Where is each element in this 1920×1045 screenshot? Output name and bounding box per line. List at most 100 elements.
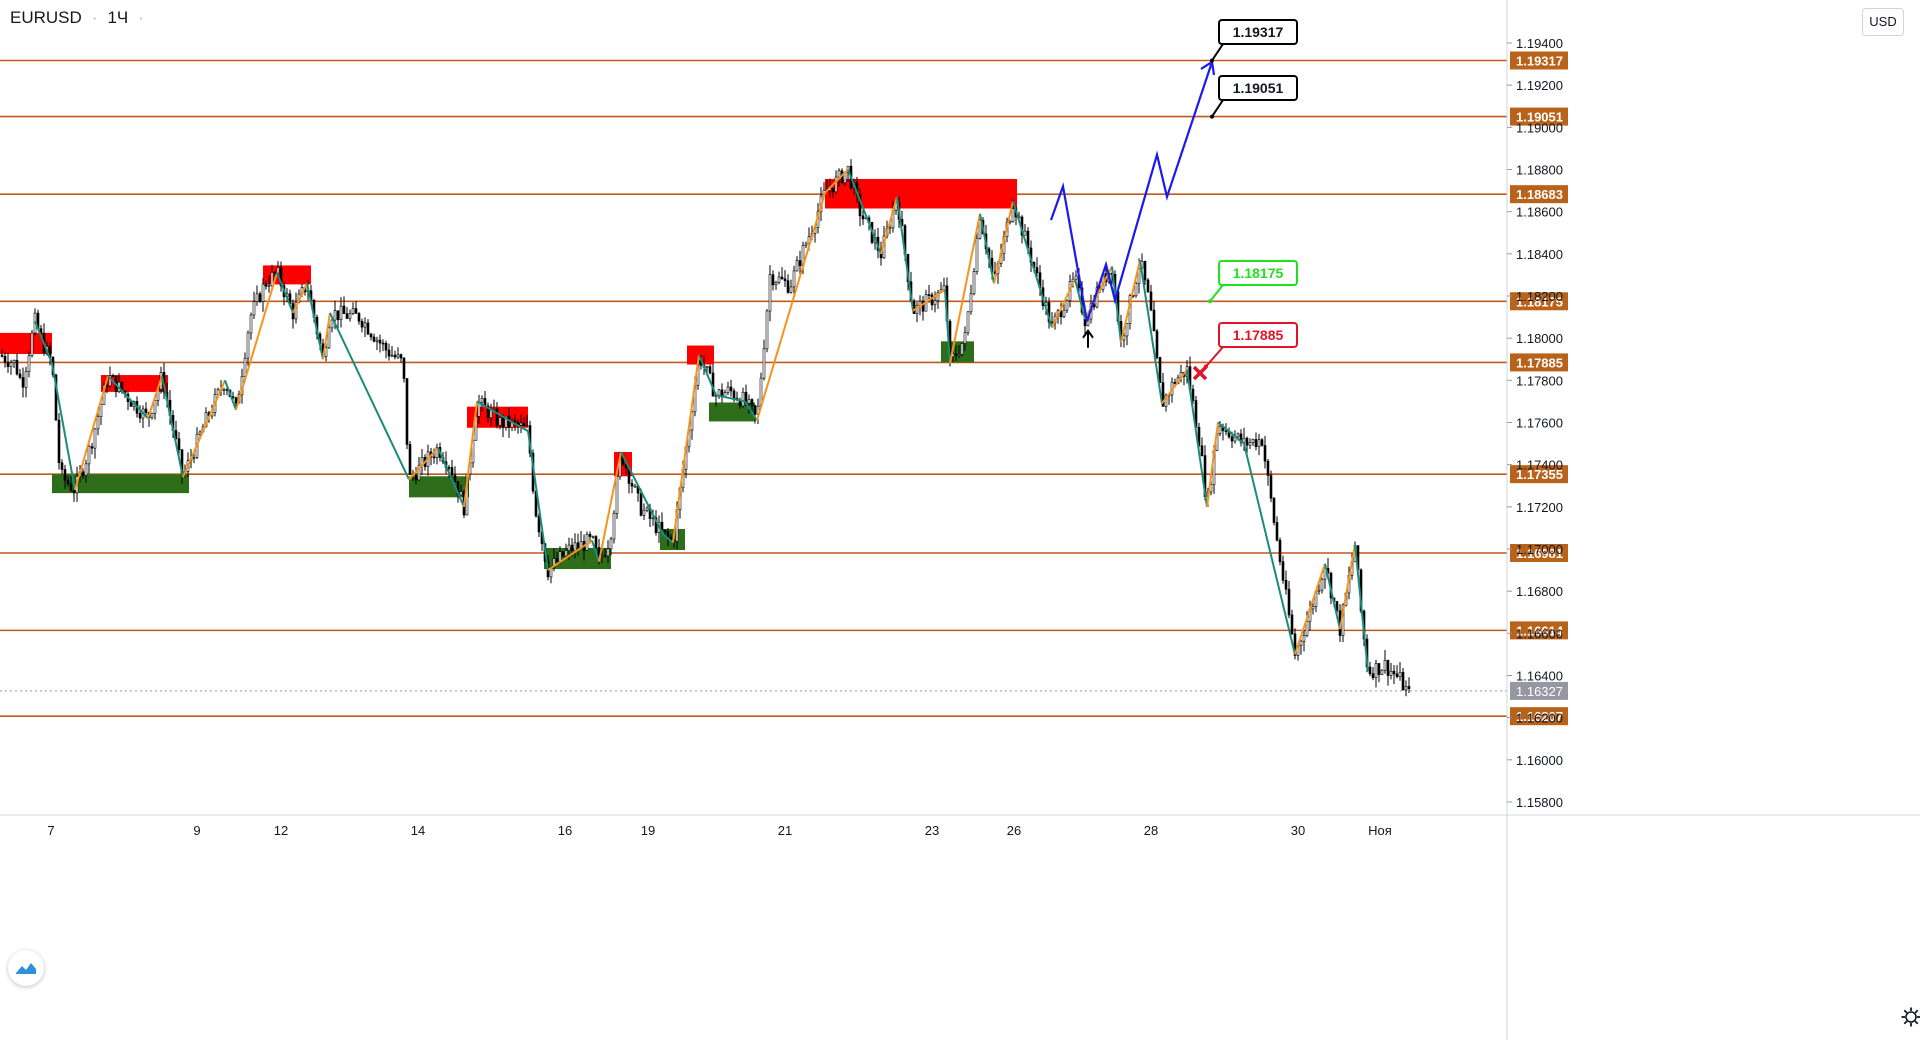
candle-body <box>375 339 379 342</box>
candle-body <box>435 447 439 459</box>
x-tick-label: 19 <box>641 823 655 838</box>
candle-body <box>267 285 271 287</box>
candle-body <box>510 420 514 428</box>
x-mark-stroke <box>1192 365 1208 381</box>
candle-body <box>63 469 67 481</box>
candle-body <box>726 386 730 393</box>
current-price-tag <box>1510 681 1568 700</box>
y-tick-label: 1.17400 <box>1516 458 1563 473</box>
level-price-label: 1.18683 <box>1516 187 1563 202</box>
callout-pointer <box>1205 346 1224 368</box>
zigzag-segment <box>1354 544 1369 672</box>
zigzag-segment <box>715 394 746 403</box>
timeframe-label[interactable]: 1Ч <box>107 8 129 27</box>
zigzag-segment <box>744 400 758 421</box>
callout-pointer <box>1209 284 1224 302</box>
candle-body <box>327 327 331 349</box>
candle-body <box>732 390 736 399</box>
zigzag-segment <box>224 379 237 411</box>
candle-body <box>1143 260 1147 281</box>
candle-body <box>396 354 400 358</box>
level-price-tag <box>1510 185 1568 204</box>
zigzag-segment <box>1139 260 1163 404</box>
zigzag-segment <box>276 272 294 314</box>
candle-body <box>1035 267 1039 273</box>
candle-body <box>414 474 418 481</box>
candle-body <box>837 170 841 178</box>
zigzag-segment <box>896 196 914 311</box>
candle-body <box>645 507 649 511</box>
candle-body <box>1404 686 1408 691</box>
candle-body <box>504 415 508 428</box>
zigzag-segment <box>519 425 529 432</box>
candle-body <box>1320 578 1324 591</box>
candle-body <box>831 188 835 193</box>
zigzag-segment <box>1120 259 1141 343</box>
candle-body <box>1398 672 1402 677</box>
x-tick-label: 9 <box>193 823 200 838</box>
candle-body <box>606 548 610 557</box>
candle-body <box>1257 439 1261 447</box>
candle-body <box>1284 580 1288 590</box>
zigzag-segment <box>147 375 163 419</box>
candle-body <box>339 305 343 320</box>
candle-body <box>1254 439 1258 447</box>
candle-body <box>525 425 529 427</box>
candle-body <box>969 293 973 313</box>
candle-body <box>39 328 43 334</box>
candle-body <box>153 400 157 414</box>
tradingview-logo-icon[interactable] <box>8 950 44 986</box>
candle-body <box>768 274 772 312</box>
symbol-name[interactable]: EURUSD <box>10 8 82 27</box>
candle-body <box>519 422 523 426</box>
candle-body <box>1236 433 1240 438</box>
gear-icon[interactable] <box>1900 1006 1920 1028</box>
candle-body <box>1407 686 1411 689</box>
supply-zone <box>263 265 311 285</box>
candle-body <box>780 276 784 280</box>
candle-body <box>765 310 769 350</box>
candle-body <box>567 544 571 551</box>
candle-body <box>387 349 391 357</box>
callout-box <box>1218 75 1298 101</box>
candle-body <box>1371 673 1375 679</box>
zigzag-segment <box>680 354 700 484</box>
candle-body <box>966 311 970 333</box>
candle-body <box>1266 460 1270 476</box>
projection-path <box>1049 61 1214 322</box>
candle-body <box>666 531 670 538</box>
zigzag-segment <box>1294 563 1326 655</box>
demand-zone <box>941 341 974 363</box>
candle-body <box>1389 670 1393 676</box>
candle-body <box>1074 275 1078 280</box>
zigzag-segment <box>880 196 898 255</box>
candle-body <box>87 446 91 465</box>
candle-body <box>357 313 361 322</box>
candle-body <box>177 438 181 451</box>
level-price-label: 1.18175 <box>1516 294 1563 309</box>
currency-button[interactable]: USD <box>1862 8 1904 36</box>
candle-body <box>249 314 253 334</box>
y-tick-label: 1.16400 <box>1516 669 1563 684</box>
candle-body <box>1134 283 1138 297</box>
callout-pointer <box>1211 99 1224 118</box>
zigzag-segment <box>547 539 593 571</box>
zigzag-segment <box>476 400 521 428</box>
x-tick-label: 28 <box>1144 823 1158 838</box>
candle-body <box>798 260 802 267</box>
candle-body <box>390 354 394 357</box>
candle-body <box>261 283 265 302</box>
candle-body <box>789 286 793 293</box>
candle-body <box>936 292 940 302</box>
candle-body <box>279 267 283 286</box>
candle-body <box>1011 208 1015 222</box>
zigzag-segment <box>698 354 717 396</box>
candle-body <box>1161 382 1165 407</box>
candle-body <box>417 464 421 481</box>
candle-body <box>393 354 397 358</box>
zigzag-segment <box>235 272 278 411</box>
symbol-header[interactable]: EURUSD · 1Ч · <box>10 8 154 28</box>
candle-body <box>72 490 76 494</box>
